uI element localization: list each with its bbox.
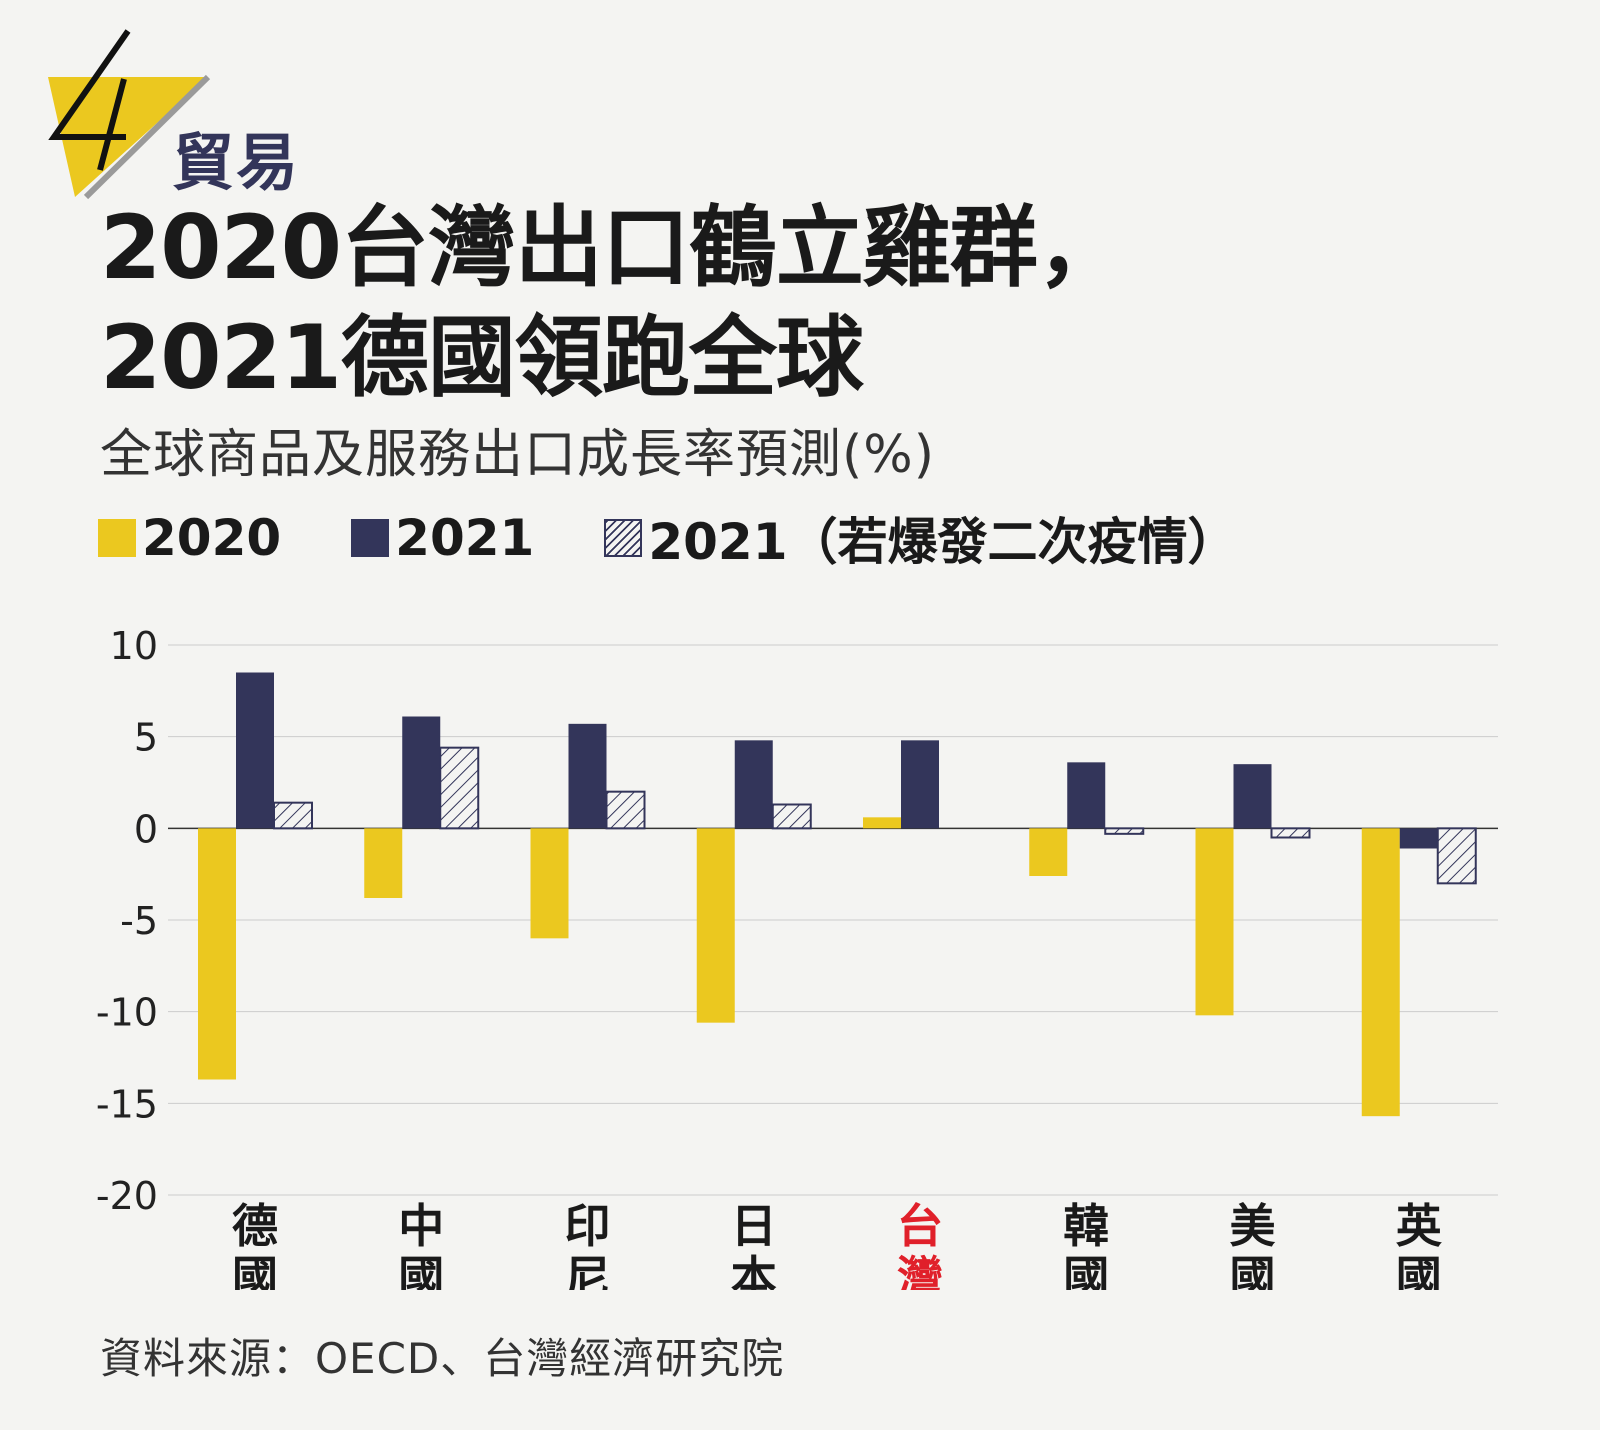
bar-2021-台灣 xyxy=(901,740,939,829)
legend-item-2020: 2020 xyxy=(98,509,281,567)
x-tick-label-char: 國 xyxy=(1230,1251,1276,1290)
y-tick-label: -10 xyxy=(96,991,158,1035)
bar-2020-英國 xyxy=(1361,828,1400,1117)
chart-legend: 2020 2021 2021（若爆發二次疫情） xyxy=(98,508,1238,571)
bar-2021-印尼 xyxy=(568,723,607,829)
legend-swatch-2021-second-wave xyxy=(604,519,643,557)
x-tick-label-char: 尼 xyxy=(565,1251,611,1290)
x-tick-label-char: 國 xyxy=(1063,1251,1109,1290)
bar-2021（若爆發二次疫情）-中國 xyxy=(439,746,480,830)
badge-slash xyxy=(83,74,211,200)
bar-2020-日本 xyxy=(696,828,735,1023)
y-tick-label: 0 xyxy=(134,807,158,851)
title-line-2: 2021德國領跑全球 xyxy=(100,306,864,409)
bar-2021-中國 xyxy=(402,716,441,829)
bar-2020-印尼 xyxy=(530,828,569,939)
bar-2021（若爆發二次疫情）-韓國 xyxy=(1104,827,1145,835)
bar-2020-美國 xyxy=(1195,828,1234,1016)
y-tick-label: -20 xyxy=(96,1174,158,1218)
y-tick-label: -15 xyxy=(96,1082,158,1126)
x-tick-label-char: 印 xyxy=(565,1199,611,1253)
bar-2021-英國 xyxy=(1399,828,1438,849)
page-title: 2020台灣出口鶴立雞群， 2021德國領跑全球 xyxy=(100,193,1125,413)
bar-2020-台灣 xyxy=(863,817,901,829)
y-tick-label: 10 xyxy=(110,624,158,668)
y-tick-label: 5 xyxy=(134,716,158,760)
bar-2021-日本 xyxy=(734,740,773,829)
section-number-badge xyxy=(48,29,211,200)
legend-swatch-2020 xyxy=(98,519,136,557)
x-tick-label-char: 日 xyxy=(731,1199,777,1253)
y-tick-label: -5 xyxy=(120,899,158,943)
x-tick-label-char: 美 xyxy=(1230,1199,1276,1253)
bar-2021-美國 xyxy=(1233,764,1272,829)
bar-2021（若爆發二次疫情）-英國 xyxy=(1436,827,1477,885)
x-tick-label-char: 國 xyxy=(232,1251,278,1290)
legend-label-2020: 2020 xyxy=(142,509,282,567)
bar-2020-韓國 xyxy=(1029,828,1068,876)
x-tick-label-char: 本 xyxy=(731,1251,777,1290)
bar-2021（若爆發二次疫情）-日本 xyxy=(771,803,812,830)
bar-2021（若爆發二次疫情）-德國 xyxy=(273,801,313,830)
x-tick-label-char: 灣 xyxy=(897,1251,943,1290)
bar-2020-中國 xyxy=(364,828,403,898)
bar-2020-德國 xyxy=(198,828,236,1080)
title-line-1: 2020台灣出口鶴立雞群， xyxy=(100,196,1125,299)
source-note: 資料來源：OECD、台灣經濟研究院 xyxy=(100,1334,785,1383)
x-tick-label-char: 中 xyxy=(398,1199,444,1253)
legend-swatch-2021 xyxy=(351,519,390,557)
section-label: 貿易 xyxy=(172,126,301,199)
legend-label-2021: 2021 xyxy=(395,509,535,567)
x-tick-label-char: 英 xyxy=(1396,1199,1443,1253)
x-tick-label-char: 國 xyxy=(1396,1251,1442,1290)
legend-item-2021-second-wave: 2021（若爆發二次疫情） xyxy=(604,502,1238,574)
x-tick-label-char: 德 xyxy=(232,1199,278,1253)
chart-subtitle: 全球商品及服務出口成長率預測(%) xyxy=(100,425,935,485)
legend-item-2021: 2021 xyxy=(351,509,534,567)
bar-2021（若爆發二次疫情）-美國 xyxy=(1270,827,1311,839)
bar-2021-韓國 xyxy=(1067,762,1106,829)
badge-yellow-triangle xyxy=(48,77,208,197)
badge-number-four xyxy=(48,29,131,171)
bar-2021（若爆發二次疫情）-印尼 xyxy=(605,790,646,830)
bar-2021-德國 xyxy=(236,672,274,829)
x-tick-label-char: 韓 xyxy=(1063,1199,1109,1253)
x-tick-label-char: 台 xyxy=(897,1199,943,1253)
x-tick-label-char: 國 xyxy=(398,1251,444,1290)
legend-label-2021-second-wave: 2021（若爆發二次疫情） xyxy=(648,513,1238,571)
